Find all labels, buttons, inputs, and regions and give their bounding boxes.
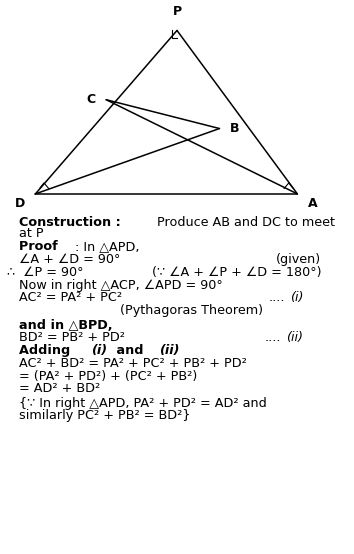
Text: Now in right △ACP, ∠APD = 90°: Now in right △ACP, ∠APD = 90° <box>19 279 223 291</box>
Text: {∵ In right △APD, PA² + PD² = AD² and: {∵ In right △APD, PA² + PD² = AD² and <box>19 397 267 409</box>
Text: A: A <box>308 197 318 209</box>
Text: BD² = PB² + PD²: BD² = PB² + PD² <box>19 331 125 344</box>
Text: C: C <box>86 93 96 106</box>
Text: ∠A + ∠D = 90°: ∠A + ∠D = 90° <box>19 253 121 266</box>
Text: B: B <box>230 122 240 135</box>
Text: (ii): (ii) <box>286 331 303 344</box>
Text: Proof: Proof <box>19 240 63 253</box>
Text: P: P <box>172 6 182 18</box>
Text: Adding: Adding <box>19 344 75 357</box>
Text: ....: .... <box>269 291 286 304</box>
Text: (ii): (ii) <box>159 344 179 357</box>
Text: ....: .... <box>265 331 281 344</box>
Text: ∴  ∠P = 90°: ∴ ∠P = 90° <box>7 266 84 279</box>
Text: D: D <box>15 197 25 209</box>
Text: (i): (i) <box>91 344 108 357</box>
Text: at P: at P <box>19 227 44 240</box>
Text: and in △BPD,: and in △BPD, <box>19 319 113 331</box>
Text: Construction :: Construction : <box>19 216 126 229</box>
Text: and: and <box>112 344 148 357</box>
Text: (∵ ∠A + ∠P + ∠D = 180°): (∵ ∠A + ∠P + ∠D = 180°) <box>152 266 322 279</box>
Text: (i): (i) <box>290 291 304 304</box>
Text: = AD² + BD²: = AD² + BD² <box>19 382 101 395</box>
Text: : In △APD,: : In △APD, <box>75 240 140 253</box>
Text: similarly PC² + PB² = BD²}: similarly PC² + PB² = BD²} <box>19 409 191 422</box>
Text: (Pythagoras Theorem): (Pythagoras Theorem) <box>120 304 263 316</box>
Text: = (PA² + PD²) + (PC² + PB²): = (PA² + PD²) + (PC² + PB²) <box>19 370 198 382</box>
Text: AC² + BD² = PA² + PC² + PB² + PD²: AC² + BD² = PA² + PC² + PB² + PD² <box>19 357 247 370</box>
Text: AC² = PA² + PC²: AC² = PA² + PC² <box>19 291 122 304</box>
Text: Produce AB and DC to meet: Produce AB and DC to meet <box>156 216 335 229</box>
Text: (given): (given) <box>276 253 321 266</box>
